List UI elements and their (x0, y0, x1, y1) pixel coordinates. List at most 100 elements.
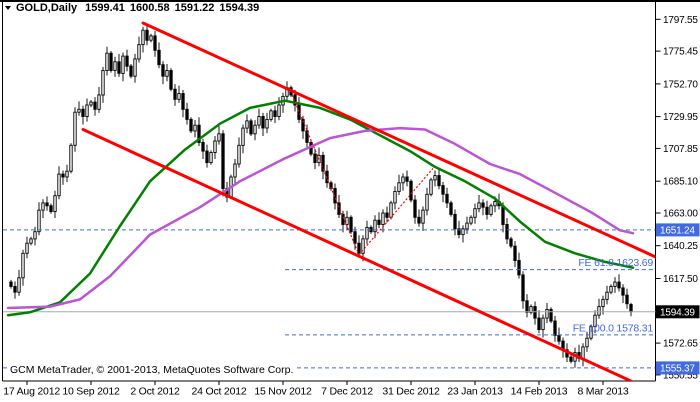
candle-body (261, 116, 265, 129)
candle-body (521, 274, 525, 302)
x-tick-label: 2 Oct 2012 (130, 386, 180, 398)
candle-body (149, 35, 153, 41)
candle-body (485, 206, 489, 215)
x-axis[interactable]: 17 Aug 2012 10 Sep 2012 2 Oct 2012 24 Oct 2… (3, 381, 629, 398)
candle-body (249, 120, 253, 135)
candle-body (173, 88, 177, 100)
candle-body (233, 163, 237, 178)
fibo-rays-layer (291, 94, 434, 256)
channel-lower (81, 128, 635, 381)
candle-body (533, 306, 537, 319)
candle-body (441, 185, 445, 195)
x-tick-label: 17 Aug 2012 (3, 386, 60, 398)
candle-body (177, 93, 181, 100)
candle-body (525, 300, 529, 313)
candle-body (605, 291, 609, 300)
candle-body (53, 195, 57, 212)
candle-body (93, 101, 97, 110)
x-tick-label: 10 Sep 2012 (62, 386, 120, 398)
candle-body (41, 202, 45, 211)
candle-body (197, 124, 201, 143)
candle-body (73, 111, 77, 146)
candle-body (501, 205, 505, 225)
candle-body (429, 179, 433, 195)
current-price-line-axis-badge (656, 305, 700, 319)
candle-body (365, 226, 369, 240)
candle-body (385, 212, 389, 218)
candle-body (357, 242, 361, 254)
candle-body (65, 170, 69, 178)
candle-body (617, 281, 621, 289)
candle-body (629, 304, 633, 313)
candle-body (449, 202, 453, 215)
candle-body (129, 65, 133, 77)
candle-body (589, 326, 593, 339)
fibo-ray-1 (291, 94, 360, 255)
symbol-period-label: GOLD,Daily (16, 2, 78, 14)
y-axis[interactable]: 1797.55 1775.45 1752.70 1729.95 1707.85 1685.… (655, 15, 699, 382)
candle-body (33, 231, 37, 240)
candle-body (153, 35, 157, 51)
candle-body (257, 116, 261, 126)
candle-body (505, 224, 509, 240)
fibo-level-100-label: FE 100.0 1578.31 (573, 322, 654, 334)
candle-body (433, 175, 437, 181)
candle-body (425, 193, 429, 211)
candles-layer (9, 23, 633, 368)
candle-body (89, 101, 93, 106)
candle-body (409, 180, 413, 201)
candle-body (37, 209, 41, 233)
candle-body (273, 110, 277, 118)
x-tick-label: 8 Mar 2013 (577, 386, 628, 398)
candle-body (201, 142, 205, 152)
candle-body (601, 298, 605, 308)
candle-body (205, 150, 209, 164)
plot-border (0, 0, 700, 382)
candle-body (117, 61, 121, 74)
candle-body (609, 285, 613, 293)
candle-body (593, 314, 597, 328)
candle-body (133, 58, 137, 77)
candle-body (305, 130, 309, 143)
x-tick-label: 31 Dec 2012 (382, 386, 440, 398)
candle-body (113, 61, 117, 71)
candle-body (277, 104, 281, 117)
candle-body (49, 205, 53, 213)
y-tick-label: 1752.70 (663, 79, 698, 90)
candle-body (397, 182, 401, 192)
channel-upper (141, 21, 656, 259)
candle-body (125, 55, 129, 67)
fibo-level-61-8-label: FE 61.8 1623.69 (578, 257, 653, 269)
ma-green (6, 99, 635, 317)
hline-1555-axis-badge-text: 1555.37 (660, 363, 695, 374)
x-tick-label: 23 Jan 2013 (447, 386, 503, 398)
candle-body (237, 144, 241, 165)
candle-body (313, 153, 317, 164)
candle-body (69, 144, 73, 172)
candle-body (145, 29, 149, 41)
candle-body (557, 334, 561, 342)
candle-body (193, 124, 197, 132)
y-tick-label: 1663.00 (663, 209, 698, 220)
quote-close: 1594.39 (219, 2, 260, 14)
candle-body (165, 70, 169, 77)
chevron-down-icon[interactable] (5, 6, 11, 10)
candle-body (549, 309, 553, 322)
fibo-labels-layer: FE 61.8 1623.69 FE 100.0 1578.31 (573, 257, 654, 334)
x-tick-label: 24 Oct 2012 (191, 386, 246, 398)
candle-body (465, 222, 469, 230)
candle-body (141, 29, 145, 46)
candle-body (541, 317, 545, 331)
candle-body (625, 294, 629, 305)
candle-body (121, 55, 125, 74)
candle-body (185, 108, 189, 120)
candle-body (373, 219, 377, 233)
candle-body (445, 193, 449, 204)
candle-body (189, 118, 193, 132)
candle-body (513, 245, 517, 261)
candle-body (221, 133, 225, 189)
candle-body (469, 216, 473, 224)
x-tick-label: 7 Dec 2012 (321, 386, 373, 398)
candle-body (353, 231, 357, 244)
